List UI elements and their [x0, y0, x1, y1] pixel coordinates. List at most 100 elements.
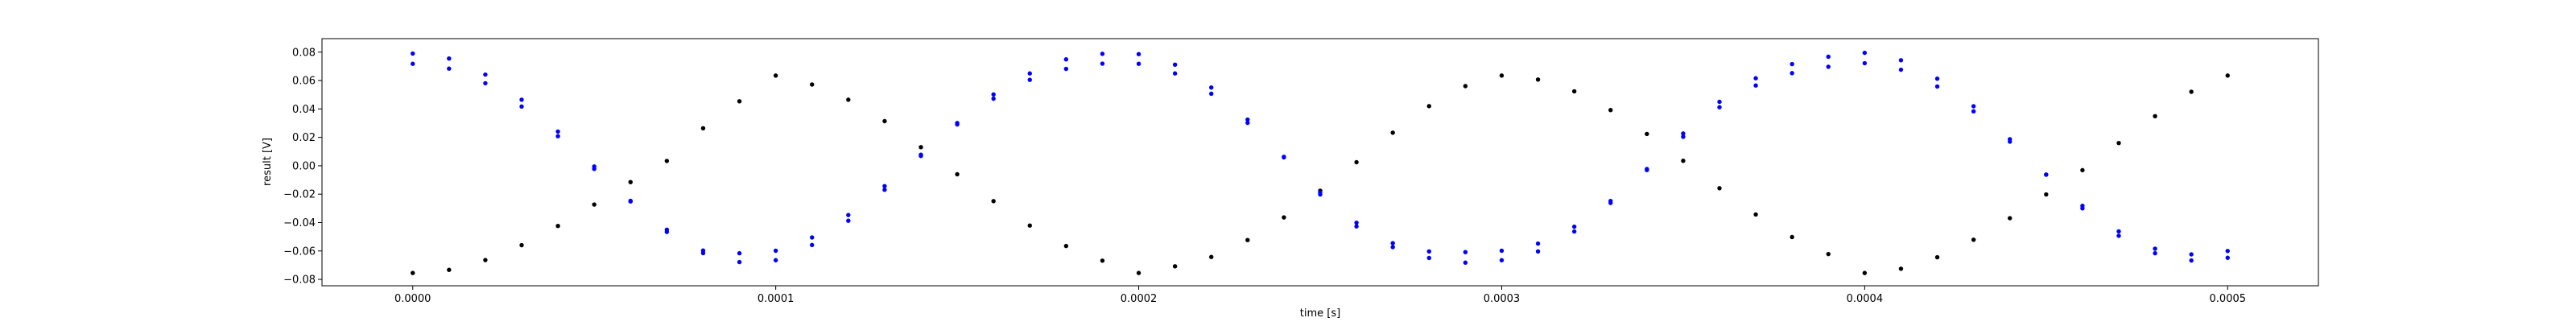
data-point — [955, 122, 960, 127]
y-tick-label: 0.00 — [292, 160, 316, 172]
data-point — [737, 259, 742, 265]
plot-frame — [321, 38, 2319, 287]
data-point — [810, 242, 815, 248]
data-point — [1681, 131, 1686, 136]
data-point — [1971, 237, 1976, 242]
data-point — [2008, 139, 2013, 144]
data-point — [1100, 258, 1105, 263]
data-point — [411, 270, 415, 275]
y-tick-label: −0.02 — [283, 189, 316, 201]
data-point — [991, 199, 996, 204]
data-point — [2189, 258, 2194, 263]
data-point — [2225, 73, 2230, 78]
data-point — [483, 72, 488, 77]
data-point — [1318, 190, 1323, 195]
data-point — [1862, 50, 1868, 56]
data-point — [737, 250, 742, 256]
data-point — [1136, 52, 1141, 56]
data-point — [1790, 61, 1794, 67]
y-tick-label: 0.06 — [292, 76, 316, 88]
y-tick-label: −0.08 — [283, 275, 316, 287]
y-tick-label: −0.04 — [283, 217, 316, 229]
data-point — [1426, 249, 1431, 254]
data-point — [1826, 54, 1831, 60]
x-tick-label: 0.0000 — [394, 293, 431, 305]
y-tick-label: 0.04 — [292, 104, 316, 116]
data-point — [1100, 52, 1105, 56]
data-point — [2044, 192, 2049, 197]
data-point — [1027, 223, 1032, 228]
data-point — [700, 126, 706, 131]
data-point — [1209, 85, 1214, 90]
y-tick-label: 0.02 — [292, 132, 316, 144]
data-point — [1390, 130, 1395, 135]
data-point — [555, 129, 560, 134]
data-point — [1354, 224, 1359, 229]
x-tick-label: 0.0001 — [758, 293, 795, 305]
data-point — [1354, 220, 1359, 225]
data-point — [1862, 270, 1868, 275]
data-point — [773, 73, 778, 78]
data-point — [1898, 58, 1904, 63]
data-point — [1826, 251, 1831, 257]
data-point — [882, 184, 887, 188]
data-point — [2225, 255, 2230, 260]
data-point — [1282, 215, 1286, 220]
data-point — [1753, 76, 1758, 80]
data-point — [1172, 264, 1178, 269]
data-point — [555, 134, 560, 138]
data-point — [1100, 61, 1105, 66]
data-point — [411, 61, 415, 66]
data-point — [1571, 89, 1577, 94]
data-point — [1681, 134, 1686, 139]
data-point — [1898, 266, 1904, 271]
data-point — [664, 227, 670, 233]
data-point — [1717, 105, 1722, 109]
data-point — [919, 145, 923, 150]
data-point — [1426, 104, 1431, 109]
data-point — [2080, 203, 2085, 208]
data-point — [1136, 61, 1141, 66]
data-point — [628, 180, 633, 184]
data-point — [1790, 234, 1794, 240]
data-point — [2225, 249, 2230, 254]
data-point — [664, 159, 670, 163]
data-point — [1245, 237, 1250, 242]
data-point — [2153, 250, 2157, 256]
data-point — [1209, 91, 1214, 97]
data-point — [519, 97, 524, 102]
data-point — [1934, 254, 1940, 260]
data-point — [1499, 248, 1505, 254]
data-point — [846, 218, 851, 223]
x-axis-ticks: 0.0000 0.0001 0.0002 0.0003 0.0004 0.0005 — [394, 286, 2246, 305]
series-layer — [411, 50, 2230, 275]
data-point — [1390, 245, 1395, 250]
data-point — [700, 248, 706, 253]
data-point — [1753, 83, 1758, 88]
series-1 — [411, 73, 2230, 275]
data-point — [2116, 233, 2121, 238]
data-point — [1971, 109, 1976, 114]
data-point — [1971, 104, 1976, 109]
data-point — [773, 248, 778, 254]
data-point — [1753, 212, 1758, 217]
data-point — [991, 96, 996, 101]
data-point — [555, 224, 560, 229]
data-point — [1390, 241, 1395, 246]
data-point — [1535, 249, 1541, 254]
data-point — [882, 188, 887, 192]
data-point — [1172, 71, 1178, 76]
data-point — [1535, 77, 1541, 82]
data-point — [2153, 246, 2157, 251]
data-point — [773, 258, 778, 262]
data-point — [1063, 57, 1069, 62]
data-point — [447, 267, 452, 272]
x-tick-label: 0.0002 — [1121, 293, 1158, 305]
y-axis-ticks: −0.08 −0.06 −0.04 −0.02 0.00 0.02 0.04 0.06 0.08 — [283, 47, 322, 287]
series-3 — [411, 60, 2230, 257]
data-point — [1608, 198, 1613, 204]
data-point — [1571, 229, 1577, 234]
data-point — [628, 198, 633, 204]
data-point — [1172, 62, 1178, 67]
